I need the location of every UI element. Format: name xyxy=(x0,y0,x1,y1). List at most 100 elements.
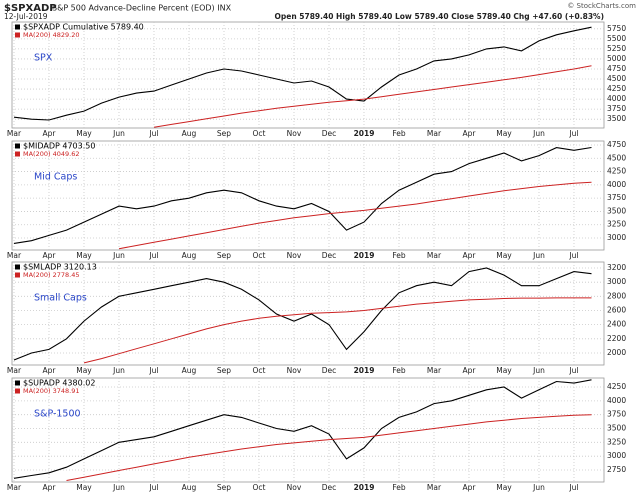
x-tick-label: Feb xyxy=(392,366,406,375)
x-tick-label: Apr xyxy=(43,251,57,260)
x-tick-label: Oct xyxy=(253,366,266,375)
annotation: SPX xyxy=(34,53,53,64)
x-tick-label: Jun xyxy=(112,251,125,260)
x-tick-label: Apr xyxy=(43,366,57,375)
y-tick-label: 3500 xyxy=(607,206,626,215)
x-tick-label: May xyxy=(76,129,92,138)
series-line xyxy=(66,414,592,481)
y-tick-label: 4500 xyxy=(607,153,626,162)
x-tick-label: Mar xyxy=(427,251,442,260)
x-tick-label: May xyxy=(496,251,512,260)
x-tick-label: May xyxy=(76,366,92,375)
legend-label: $SUPADP 4380.02 xyxy=(23,379,95,388)
y-tick-label: 2200 xyxy=(607,334,626,343)
annotation: Small Caps xyxy=(34,293,87,304)
x-tick-label: Apr xyxy=(463,129,477,138)
plot-area xyxy=(11,21,605,129)
y-tick-label: 4750 xyxy=(607,140,626,149)
legend-swatch xyxy=(15,143,20,149)
x-tick-label: Feb xyxy=(392,251,406,260)
legend-swatch xyxy=(15,380,20,386)
x-tick-label: May xyxy=(496,129,512,138)
x-tick-label: Jul xyxy=(148,251,158,260)
y-tick-label: 3000 xyxy=(607,451,626,460)
legend-label: $SPXADP Cumulative 5789.40 xyxy=(23,23,144,32)
x-tick-label: Mar xyxy=(7,251,22,260)
x-tick-label: Jul xyxy=(568,129,578,138)
x-tick-label: 2019 xyxy=(354,483,375,492)
y-tick-label: 4250 xyxy=(607,382,626,391)
y-tick-label: 2000 xyxy=(607,348,626,357)
x-tick-label: Mar xyxy=(427,366,442,375)
x-tick-label: Sep xyxy=(217,129,231,138)
y-tick-label: 3500 xyxy=(607,114,626,123)
x-tick-label: Mar xyxy=(427,483,442,492)
legend-label: MA(200) 4049.62 xyxy=(23,150,79,158)
y-tick-label: 3250 xyxy=(607,220,626,229)
legend-label: MA(200) 3748.91 xyxy=(23,387,79,395)
x-tick-label: Jul xyxy=(148,129,158,138)
y-tick-label: 2400 xyxy=(607,320,626,329)
y-tick-label: 2750 xyxy=(607,465,626,474)
legend-swatch xyxy=(15,264,20,270)
plot-area xyxy=(11,140,605,251)
x-tick-label: May xyxy=(76,251,92,260)
x-tick-label: Jun xyxy=(112,129,125,138)
x-tick-label: Jul xyxy=(148,483,158,492)
x-tick-label: Aug xyxy=(182,366,197,375)
x-tick-label: Jul xyxy=(568,251,578,260)
y-tick-label: 3000 xyxy=(607,277,626,286)
plot-area xyxy=(11,377,605,483)
y-tick-label: 3000 xyxy=(607,233,626,242)
x-tick-label: Jul xyxy=(148,366,158,375)
series-line xyxy=(13,146,592,244)
series-line xyxy=(118,181,592,250)
x-tick-label: Sep xyxy=(217,251,231,260)
chart-title: $SPXADP xyxy=(4,3,57,14)
series-line xyxy=(13,26,592,121)
legend-label: MA(200) 2778.45 xyxy=(23,271,79,279)
x-tick-label: Mar xyxy=(7,366,22,375)
legend-swatch xyxy=(15,24,20,30)
x-tick-label: May xyxy=(496,483,512,492)
y-tick-label: 2800 xyxy=(607,291,626,300)
x-tick-label: Jun xyxy=(532,366,545,375)
x-tick-label: Sep xyxy=(217,366,231,375)
x-tick-label: Dec xyxy=(322,483,337,492)
y-tick-label: 3750 xyxy=(607,193,626,202)
y-tick-label: 3200 xyxy=(607,263,626,272)
x-tick-label: Nov xyxy=(287,366,302,375)
legend-label: $MIDADP 4703.50 xyxy=(23,142,95,151)
series-line xyxy=(83,297,592,364)
x-tick-label: Jul xyxy=(568,366,578,375)
annotation: Mid Caps xyxy=(34,172,77,183)
y-tick-label: 4000 xyxy=(607,94,626,103)
y-tick-label: 5000 xyxy=(607,54,626,63)
x-tick-label: 2019 xyxy=(354,366,375,375)
x-tick-label: Nov xyxy=(287,129,302,138)
x-tick-label: Mar xyxy=(7,483,22,492)
x-tick-label: Dec xyxy=(322,366,337,375)
y-tick-label: 3250 xyxy=(607,437,626,446)
series-line xyxy=(13,267,592,361)
x-tick-label: Feb xyxy=(392,129,406,138)
x-tick-label: 2019 xyxy=(354,129,375,138)
x-tick-label: Apr xyxy=(43,129,57,138)
x-tick-label: Aug xyxy=(182,251,197,260)
quote: Open 5789.40 High 5789.40 Low 5789.40 Cl… xyxy=(275,12,605,21)
x-tick-label: May xyxy=(496,366,512,375)
date: 12-Jul-2019 xyxy=(4,12,48,21)
x-tick-label: Apr xyxy=(43,483,57,492)
x-tick-label: Dec xyxy=(322,129,337,138)
series-line xyxy=(153,65,592,128)
x-tick-label: Nov xyxy=(287,483,302,492)
legend-swatch xyxy=(15,272,20,278)
x-tick-label: Jun xyxy=(532,483,545,492)
y-tick-label: 3500 xyxy=(607,424,626,433)
x-tick-label: Jun xyxy=(112,483,125,492)
y-tick-label: 3750 xyxy=(607,104,626,113)
x-tick-label: Jun xyxy=(532,251,545,260)
series-line xyxy=(13,379,592,479)
